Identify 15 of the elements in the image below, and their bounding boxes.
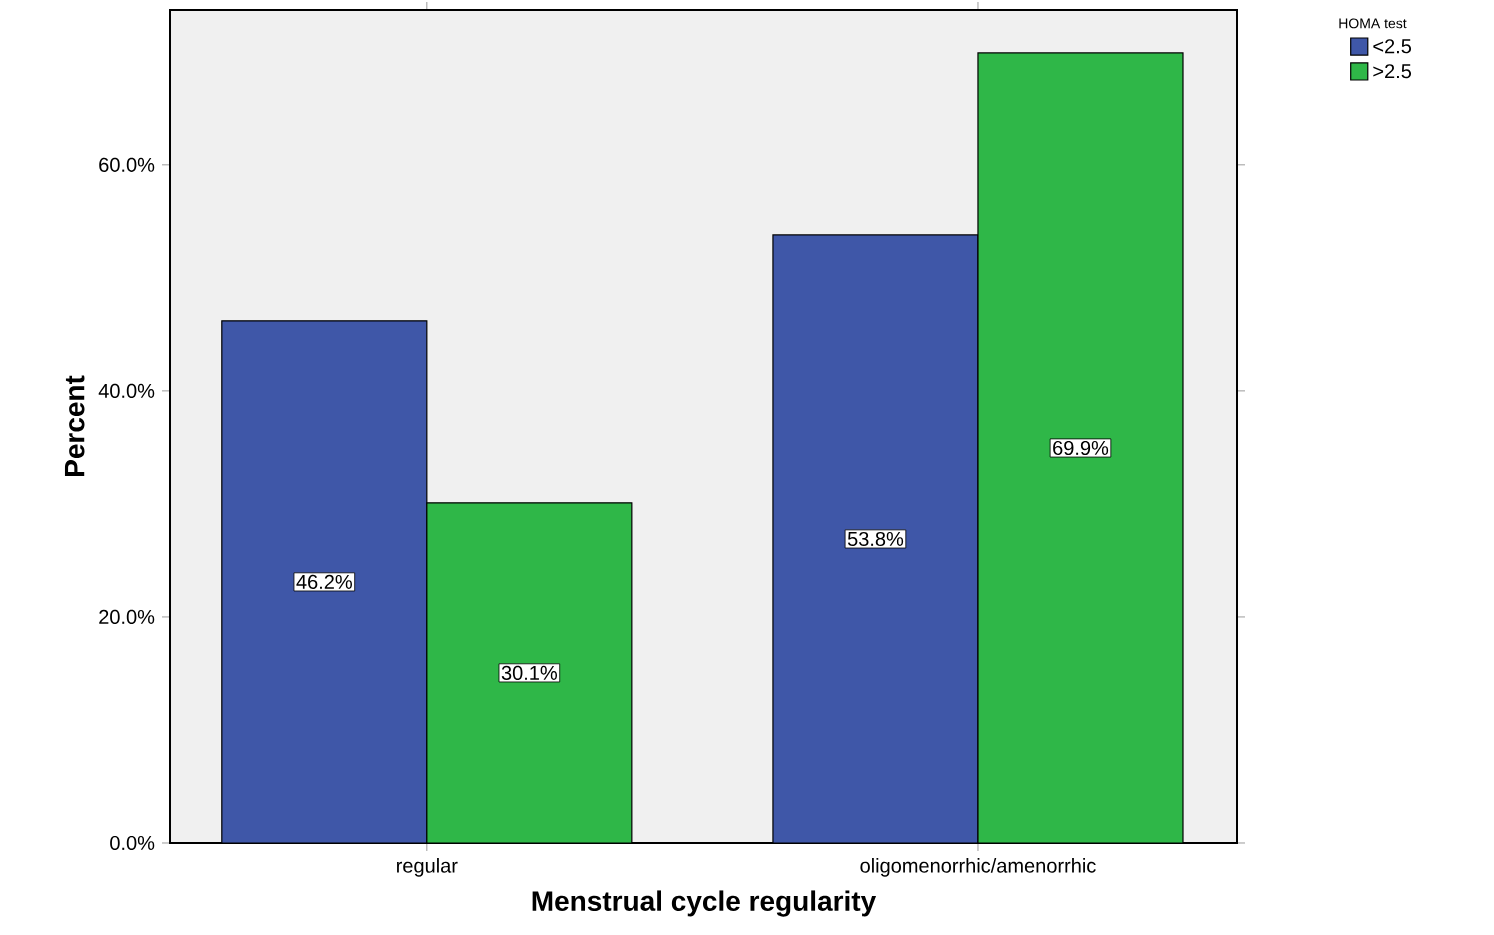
- y-axis-title: Percent: [64, 375, 85, 476]
- y-tick-label: 20.0%: [99, 609, 155, 625]
- x-tick-label: regular: [397, 858, 458, 877]
- legend-label: <2.5: [1373, 39, 1412, 54]
- x-tick-label: oligomenorrhic/amenorrhic: [860, 858, 1096, 877]
- data-label: 46.2%: [296, 574, 352, 589]
- legend-title: HOMA test: [1339, 18, 1407, 29]
- legend-label: >2.5: [1373, 64, 1412, 79]
- x-axis-title: Menstrual cycle regularity: [532, 890, 877, 917]
- y-tick-label: 40.0%: [98, 383, 155, 398]
- data-label: 53.8%: [847, 531, 904, 547]
- data-label: 30.1%: [501, 665, 558, 680]
- y-tick-label: 0.0%: [110, 835, 155, 851]
- data-label: 69.9%: [1053, 440, 1109, 456]
- y-tick-label: 60.0%: [99, 157, 155, 172]
